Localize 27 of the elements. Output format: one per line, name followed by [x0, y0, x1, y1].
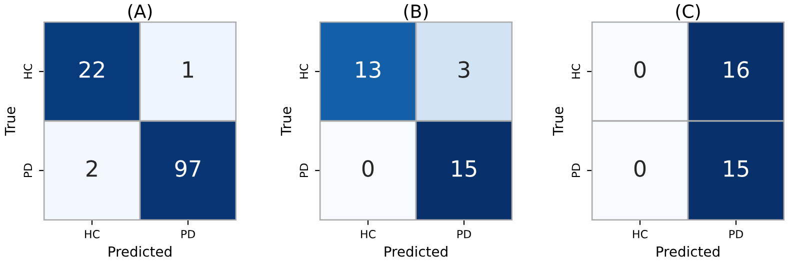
x-tick-label: PD [457, 230, 471, 238]
y-axis-title: True [4, 106, 16, 136]
x-axis-title: Predicted [384, 246, 448, 257]
x-tick-label: HC [633, 230, 648, 238]
data-label: 0 [634, 160, 646, 177]
data-label: 0 [362, 160, 374, 177]
data-label: 0 [634, 61, 646, 78]
x-tick-label: PD [181, 230, 195, 238]
data-label: 22 [79, 61, 104, 78]
x-axis-title: Predicted [108, 246, 172, 257]
data-label: 1 [183, 61, 194, 78]
y-axis-title: True [280, 106, 292, 136]
y-axis-title: True [552, 106, 564, 136]
x-tick-label: HC [85, 230, 100, 238]
data-label: 15 [724, 160, 748, 177]
data-label: 97 [175, 160, 200, 177]
x-tick-label: PD [729, 230, 743, 238]
data-label: 2 [86, 160, 97, 177]
data-label: 3 [458, 61, 470, 78]
x-tick-label: HC [361, 230, 376, 238]
x-axis-title: Predicted [656, 246, 720, 257]
chart-title: (B) [404, 4, 428, 20]
data-label: 15 [452, 160, 476, 177]
data-label: 13 [356, 61, 380, 78]
chart-title: (C) [676, 4, 700, 20]
data-label: 16 [724, 61, 749, 78]
chart-title: (A) [128, 4, 152, 20]
